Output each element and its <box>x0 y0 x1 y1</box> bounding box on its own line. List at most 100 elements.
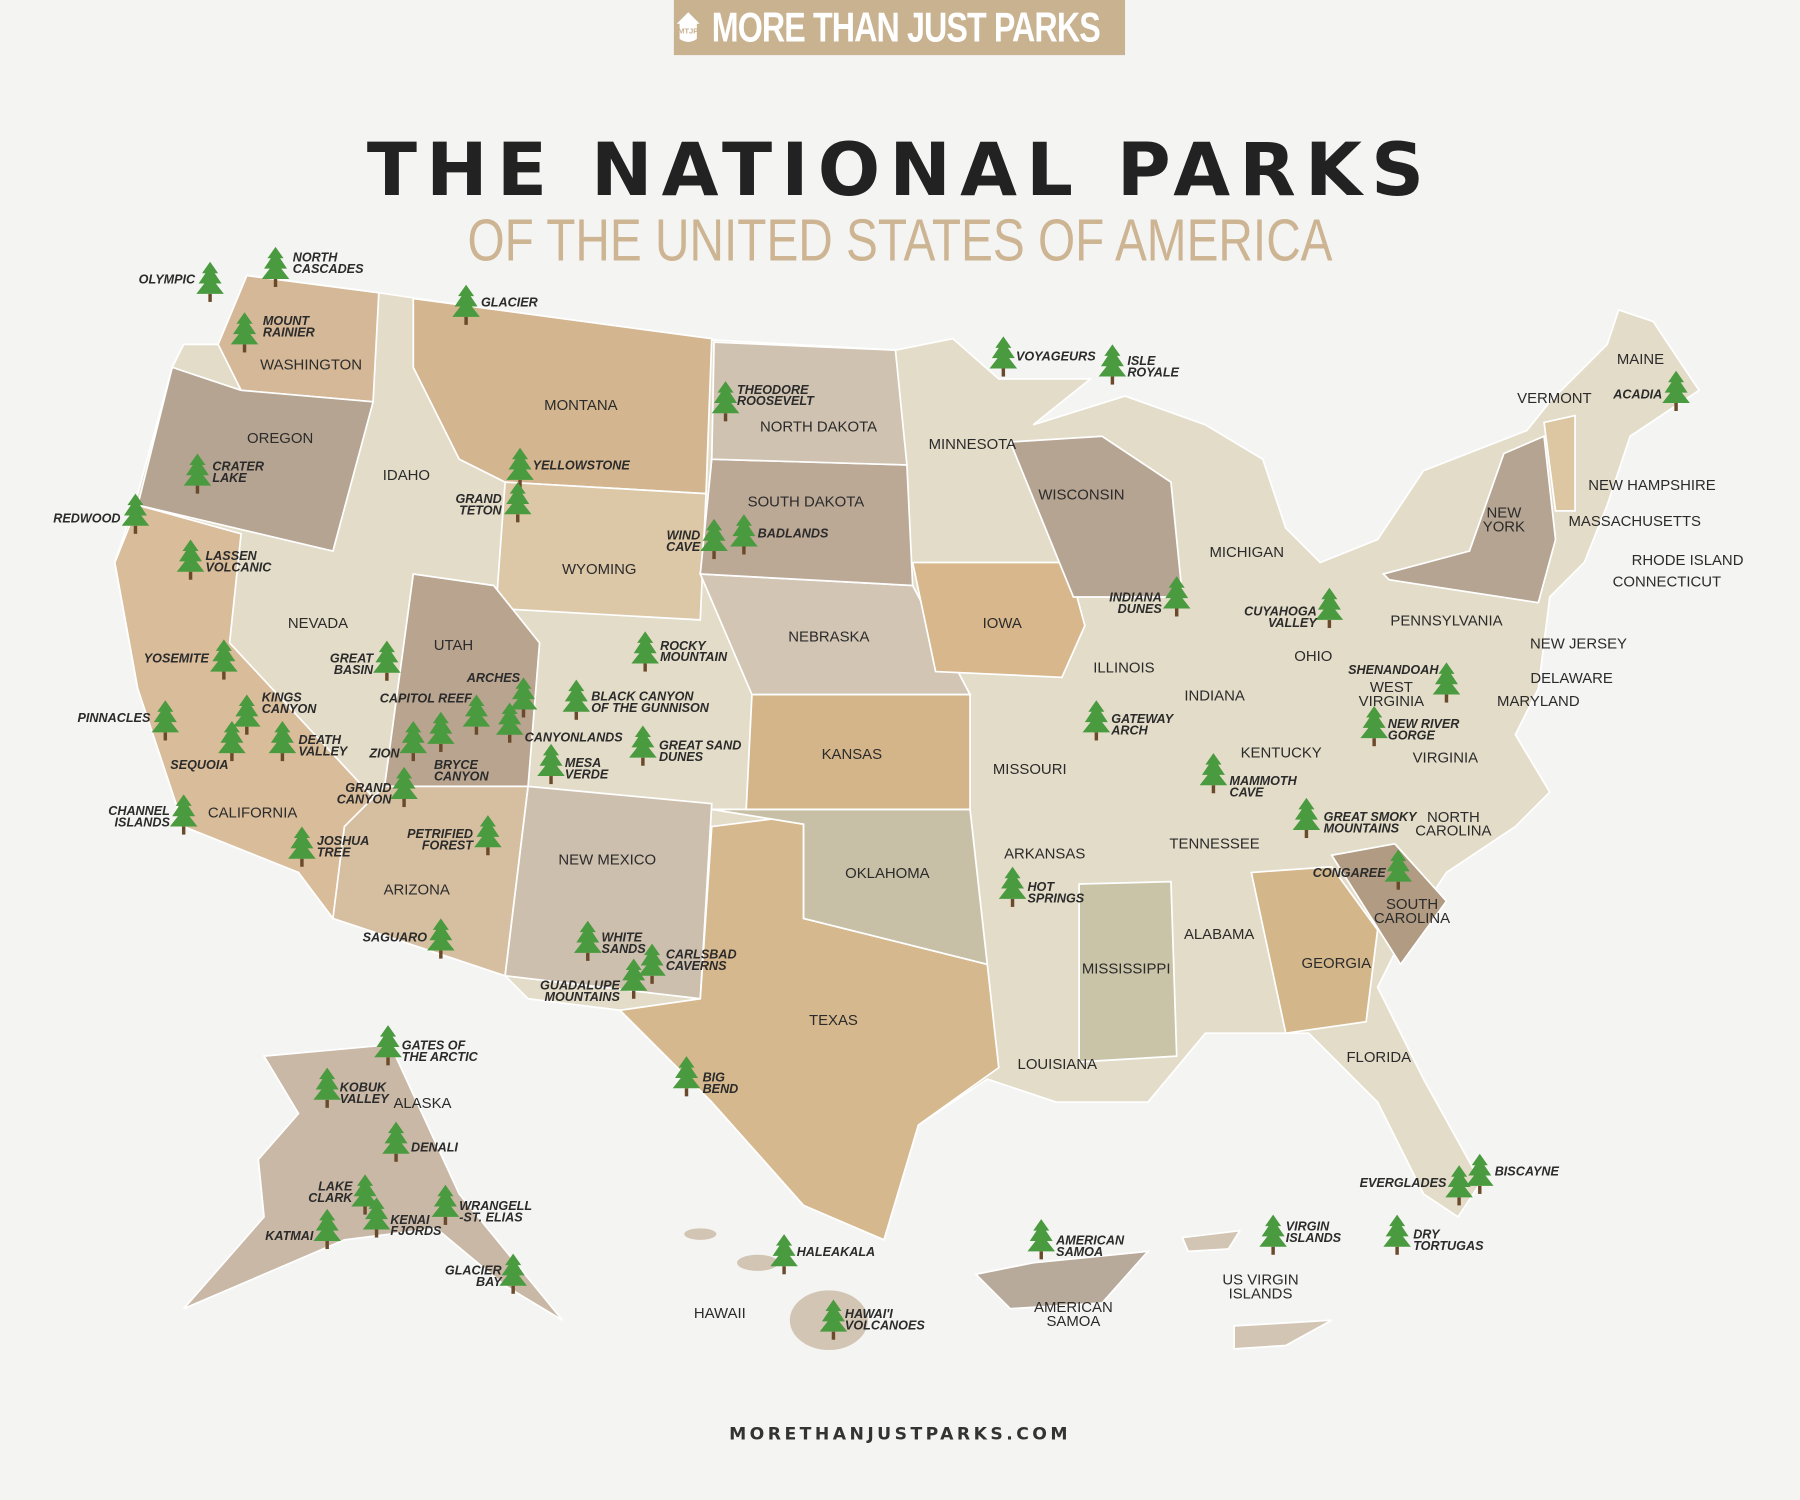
state-label: ILLINOIS <box>1093 660 1154 677</box>
park-marker[interactable]: CRATER LAKE <box>183 453 265 494</box>
park-marker[interactable]: GREAT SMOKY MOUNTAINS <box>1292 797 1419 839</box>
pine-tree-icon <box>495 702 524 743</box>
pine-tree-icon <box>1445 1165 1473 1206</box>
park-marker[interactable]: HAWAI'I VOLCANOES <box>819 1299 926 1340</box>
park-label: YELLOWSTONE <box>533 459 631 473</box>
park-label: KINGS CANYON <box>262 690 318 715</box>
park-marker[interactable]: GRAND CANYON <box>337 766 418 808</box>
park-marker[interactable]: KENAI FJORDS <box>362 1197 442 1238</box>
park-label: HALEAKALA <box>797 1245 875 1259</box>
south-dakota-shape <box>699 458 914 587</box>
park-marker[interactable]: CHANNEL ISLANDS <box>108 794 198 835</box>
park-marker[interactable]: HALEAKALA <box>770 1234 875 1275</box>
park-label: GREAT BASIN <box>330 651 374 676</box>
park-marker[interactable]: NEW RIVER GORGE <box>1360 706 1460 747</box>
park-marker[interactable]: CUYAHOGA VALLEY <box>1244 587 1344 630</box>
park-label: YOSEMITE <box>144 651 210 665</box>
park-marker[interactable]: GUADALUPE MOUNTAINS <box>540 958 648 1004</box>
pine-tree-icon <box>1465 1153 1494 1194</box>
pine-tree-icon <box>313 1067 341 1108</box>
park-marker[interactable]: GATEWAY ARCH <box>1082 700 1175 741</box>
park-marker[interactable]: ISLE ROYALE <box>1098 344 1180 385</box>
park-marker[interactable]: WRANGELL -ST. ELIAS <box>431 1184 532 1225</box>
pine-tree-icon <box>499 1253 527 1294</box>
park-marker[interactable]: GREAT BASIN <box>330 640 401 681</box>
state-label: NORTH CAROLINA <box>1415 809 1491 840</box>
park-marker[interactable]: BLACK CANYON OF THE GUNNISON <box>562 679 710 720</box>
pine-tree-icon <box>730 514 758 555</box>
park-marker[interactable]: AMERICAN SAMOA <box>1027 1219 1125 1260</box>
park-marker[interactable]: PETRIFIED FOREST <box>407 815 502 856</box>
park-marker[interactable]: LAKE CLARK <box>308 1174 379 1215</box>
park-marker[interactable]: GLACIER <box>452 284 539 325</box>
park-marker[interactable]: GLACIER BAY <box>445 1253 527 1294</box>
park-marker[interactable]: LASSEN VOLCANIC <box>176 539 272 580</box>
park-label: VIRGIN ISLANDS <box>1286 1220 1342 1245</box>
park-marker[interactable]: GRAND TETON <box>455 482 532 523</box>
park-marker[interactable]: WIND CAVE <box>666 518 728 560</box>
park-marker[interactable]: SAGUARO <box>363 918 455 959</box>
state-label: SOUTH DAKOTA <box>748 493 865 510</box>
park-marker[interactable]: BIG BEND <box>672 1056 739 1097</box>
pine-tree-icon <box>176 539 205 580</box>
park-marker[interactable]: EVERGLADES <box>1360 1165 1473 1206</box>
park-marker[interactable]: DRY TORTUGAS <box>1383 1214 1484 1255</box>
park-marker[interactable]: VIRGIN ISLANDS <box>1259 1214 1342 1255</box>
park-marker[interactable]: KINGS CANYON <box>233 690 318 735</box>
iowa-shape <box>911 561 1086 679</box>
park-marker[interactable]: WHITE SANDS <box>574 920 646 961</box>
park-marker[interactable]: DENALI <box>382 1121 458 1162</box>
pine-tree-icon <box>351 1174 379 1215</box>
park-marker[interactable]: CARLSBAD CAVERNS <box>638 943 737 984</box>
park-marker[interactable]: VOYAGEURS <box>989 336 1097 377</box>
park-marker[interactable]: GREAT SAND DUNES <box>629 725 741 766</box>
park-marker[interactable]: INDIANA DUNES <box>1109 576 1191 617</box>
park-label: GRAND CANYON <box>337 781 393 806</box>
park-marker[interactable]: THEODORE ROOSEVELT <box>711 381 815 422</box>
state-label: TEXAS <box>809 1012 858 1029</box>
park-marker[interactable]: JOSHUA TREE <box>288 826 369 867</box>
park-marker[interactable]: CONGAREE <box>1313 849 1413 890</box>
state-label: DELAWARE <box>1530 670 1613 687</box>
park-marker[interactable]: MAMMOTH CAVE <box>1199 753 1298 800</box>
state-label: AMERICAN SAMOA <box>1034 1299 1113 1330</box>
park-marker[interactable]: ROCKY MOUNTAIN <box>631 631 728 672</box>
state-label: MARYLAND <box>1497 693 1580 710</box>
state-label: CONNECTICUT <box>1613 574 1721 591</box>
park-marker[interactable]: CANYONLANDS <box>495 702 623 745</box>
park-marker[interactable]: KATMAI <box>265 1208 341 1250</box>
park-marker[interactable]: YOSEMITE <box>144 639 238 680</box>
state-label: FLORIDA <box>1346 1049 1411 1066</box>
park-marker[interactable]: GATES OF THE ARCTIC <box>374 1025 479 1066</box>
state-label: NEBRASKA <box>788 629 869 646</box>
park-marker[interactable]: SEQUOIA <box>170 720 246 772</box>
park-marker[interactable]: PINNACLES <box>78 700 180 741</box>
park-marker[interactable]: ARCHES <box>466 671 538 718</box>
pine-tree-icon <box>509 677 538 718</box>
park-marker[interactable]: BISCAYNE <box>1465 1153 1560 1194</box>
park-marker[interactable]: BRYCE CANYON <box>427 711 489 784</box>
park-marker[interactable]: SHENANDOAH <box>1348 662 1461 703</box>
page-subtitle: OF THE UNITED STATES OF AMERICA <box>467 207 1333 275</box>
park-marker[interactable]: DEATH VALLEY <box>268 720 349 762</box>
pine-tree-icon <box>631 631 659 672</box>
park-label: KOBUK VALLEY <box>340 1081 390 1106</box>
park-marker[interactable]: ACADIA <box>1612 370 1690 411</box>
park-marker[interactable]: CAPITOL REEF <box>380 692 491 735</box>
state-label: ARKANSAS <box>1004 846 1085 863</box>
park-marker[interactable]: BADLANDS <box>730 514 829 555</box>
park-label: BISCAYNE <box>1495 1165 1560 1179</box>
park-marker[interactable]: YELLOWSTONE <box>506 447 631 488</box>
state-label: MAINE <box>1617 351 1664 368</box>
park-marker[interactable]: HOT SPRINGS <box>998 866 1085 907</box>
park-marker[interactable]: REDWOOD <box>53 493 150 534</box>
state-label: OKLAHOMA <box>845 865 930 882</box>
park-marker[interactable]: MOUNT RAINIER <box>230 312 316 353</box>
pine-tree-icon <box>506 447 534 488</box>
park-marker[interactable]: ZION <box>368 720 428 762</box>
park-marker[interactable]: NORTH CASCADES <box>261 246 364 287</box>
park-marker[interactable]: KOBUK VALLEY <box>313 1067 390 1108</box>
park-marker[interactable]: MESA VERDE <box>537 743 609 785</box>
park-marker[interactable]: OLYMPIC <box>139 261 224 302</box>
pine-tree-icon <box>1259 1214 1287 1255</box>
